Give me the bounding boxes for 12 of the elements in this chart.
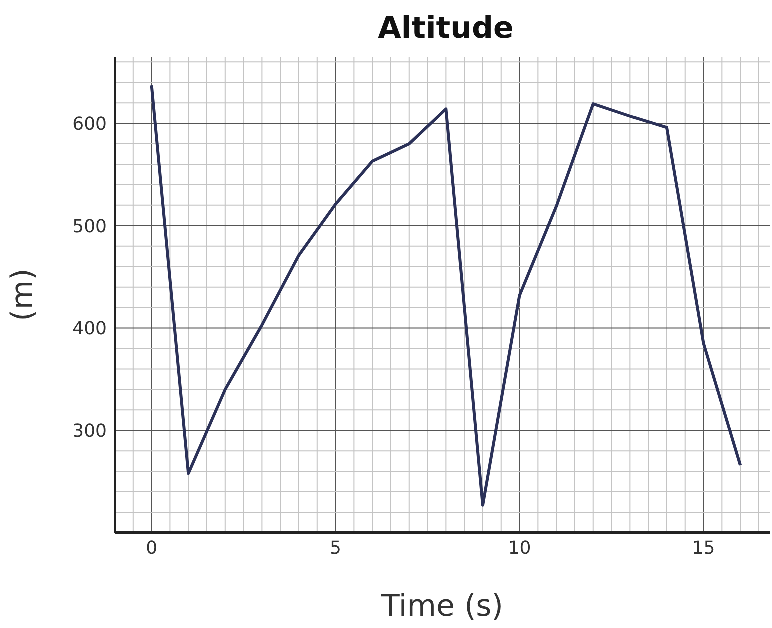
y-tick-label: 300 bbox=[72, 421, 107, 442]
x-tick-label: 0 bbox=[146, 538, 158, 559]
y-tick-label: 600 bbox=[72, 114, 107, 135]
x-tick-label: 5 bbox=[330, 538, 342, 559]
y-tick-label: 500 bbox=[72, 216, 107, 238]
x-tick-label: 15 bbox=[692, 538, 716, 559]
line-series bbox=[150, 84, 742, 507]
x-tick-label: 10 bbox=[508, 538, 532, 559]
y-axis-title: (m) bbox=[6, 268, 41, 322]
y-tick-label: 400 bbox=[72, 318, 107, 340]
x-axis-title: Time (s) bbox=[380, 589, 504, 624]
chart-title: Altitude bbox=[378, 11, 514, 46]
